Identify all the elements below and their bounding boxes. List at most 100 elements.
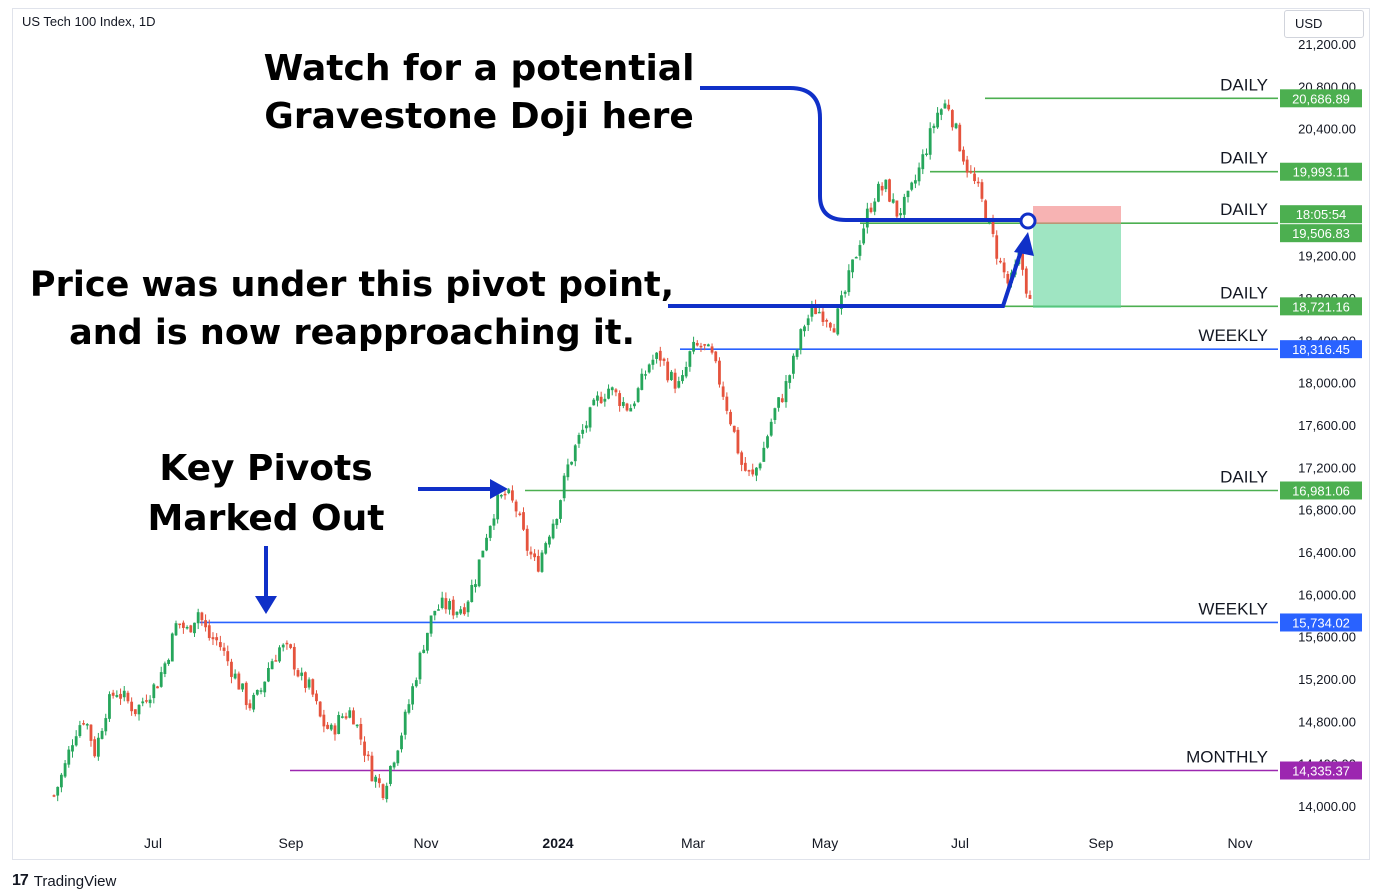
candle-body bbox=[440, 597, 444, 608]
candle-body bbox=[82, 723, 85, 725]
candle-body bbox=[115, 695, 119, 697]
candle-body bbox=[56, 786, 60, 796]
candle-body bbox=[795, 350, 799, 357]
candle-body bbox=[477, 559, 481, 587]
candle-body bbox=[230, 661, 233, 677]
candle-body bbox=[318, 701, 322, 717]
candle-body bbox=[119, 693, 122, 699]
candle-body bbox=[437, 609, 440, 611]
candle-body bbox=[862, 228, 866, 244]
candle-body bbox=[555, 518, 559, 526]
candle-body bbox=[329, 724, 333, 730]
candle-body bbox=[766, 436, 769, 448]
candle-body bbox=[621, 401, 625, 406]
candle-body bbox=[93, 739, 97, 757]
candle-body bbox=[163, 663, 167, 674]
candle-body bbox=[610, 387, 614, 391]
candle-body bbox=[167, 659, 171, 664]
level-price-box bbox=[1280, 224, 1362, 243]
candle-body bbox=[581, 429, 585, 434]
candle-body bbox=[625, 403, 629, 411]
candle-body bbox=[965, 159, 969, 173]
candle-body bbox=[954, 123, 958, 129]
candle-body bbox=[59, 774, 63, 788]
candle-body bbox=[547, 536, 551, 545]
candle-body bbox=[817, 311, 821, 314]
candle-body bbox=[666, 361, 670, 381]
candle-body bbox=[451, 599, 455, 616]
candle-body bbox=[910, 182, 914, 190]
y-tick-label: 21,200.00 bbox=[1298, 37, 1356, 52]
stop-loss-zone bbox=[1033, 206, 1121, 224]
candle-body bbox=[241, 683, 244, 690]
candle-body bbox=[252, 694, 256, 710]
y-tick-label: 16,000.00 bbox=[1298, 587, 1356, 602]
candle-body bbox=[425, 632, 429, 651]
candle-body bbox=[570, 461, 573, 465]
candle-body bbox=[843, 291, 847, 294]
candle-body bbox=[714, 351, 718, 362]
candle-body bbox=[148, 699, 152, 704]
level-price-box bbox=[1280, 89, 1362, 108]
candle-body bbox=[274, 660, 278, 662]
candle-body bbox=[170, 633, 174, 662]
candle-body bbox=[729, 411, 732, 425]
candle-body bbox=[799, 329, 803, 350]
y-tick-label: 15,200.00 bbox=[1298, 672, 1356, 687]
candle-body bbox=[636, 388, 640, 402]
connector-gravestone bbox=[700, 86, 1022, 222]
candle-body bbox=[969, 171, 973, 173]
candle-body bbox=[784, 381, 788, 403]
candle-body bbox=[193, 622, 196, 634]
candle-body bbox=[89, 724, 93, 741]
candle-body bbox=[499, 494, 503, 497]
candle-body bbox=[222, 647, 226, 651]
candle-body bbox=[226, 651, 230, 662]
level-price-label: 20,686.89 bbox=[1292, 91, 1350, 106]
candle-body bbox=[466, 601, 470, 613]
candle-body bbox=[263, 681, 267, 693]
candle-body bbox=[392, 762, 396, 768]
brand-name: TradingView bbox=[33, 872, 117, 890]
candle-body bbox=[1028, 295, 1032, 299]
candle-body bbox=[503, 493, 507, 496]
candle-body bbox=[932, 125, 936, 129]
candle-body bbox=[821, 311, 825, 322]
candle-body bbox=[925, 153, 928, 155]
x-tick-label: Sep bbox=[1089, 835, 1114, 851]
candle-body bbox=[85, 724, 89, 726]
candle-body bbox=[884, 179, 888, 190]
candle-body bbox=[326, 724, 329, 729]
candle-body bbox=[544, 543, 548, 554]
candle-body bbox=[340, 716, 344, 718]
candle-body bbox=[67, 749, 71, 765]
candle-body bbox=[259, 690, 263, 692]
candle-body bbox=[596, 395, 599, 401]
candle-body bbox=[474, 584, 477, 588]
candle-body bbox=[703, 344, 707, 346]
candle-body bbox=[233, 673, 237, 679]
candle-body bbox=[267, 668, 270, 682]
candle-body bbox=[396, 750, 400, 764]
level-label: DAILY bbox=[1220, 283, 1268, 302]
candle-body bbox=[100, 730, 104, 739]
candle-body bbox=[488, 525, 492, 538]
candle-body bbox=[374, 776, 378, 782]
candle-body bbox=[877, 183, 880, 202]
candle-body bbox=[355, 724, 359, 727]
candle-body bbox=[644, 374, 647, 376]
candle-body bbox=[684, 366, 688, 377]
candle-body bbox=[185, 626, 189, 629]
candle-body bbox=[706, 344, 710, 347]
y-tick-label: 20,400.00 bbox=[1298, 122, 1356, 137]
candle-body bbox=[562, 475, 566, 499]
brand: 17 TradingView bbox=[12, 872, 116, 890]
candle-body bbox=[289, 644, 293, 648]
currency-selector[interactable]: USD bbox=[1284, 10, 1364, 38]
candle-body bbox=[810, 305, 814, 317]
candle-body bbox=[895, 200, 899, 217]
level-label: DAILY bbox=[1220, 75, 1268, 94]
candle-body bbox=[444, 598, 448, 610]
candle-body bbox=[1006, 273, 1010, 284]
